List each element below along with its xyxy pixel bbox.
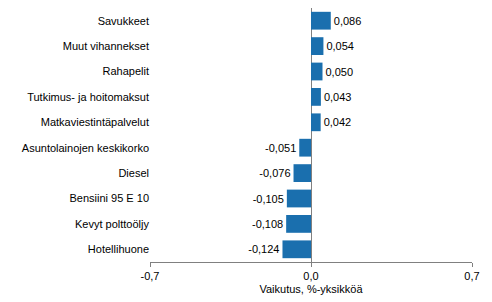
svg-text:0,086: 0,086 bbox=[334, 15, 362, 27]
svg-text:Kevyt polttoöljy: Kevyt polttoöljy bbox=[75, 218, 149, 230]
svg-text:-0,076: -0,076 bbox=[259, 167, 290, 179]
svg-text:0,054: 0,054 bbox=[326, 40, 354, 52]
svg-text:-0,105: -0,105 bbox=[253, 193, 284, 205]
svg-text:0,042: 0,042 bbox=[324, 116, 352, 128]
svg-text:Savukkeet: Savukkeet bbox=[98, 15, 149, 27]
svg-text:0,050: 0,050 bbox=[326, 66, 354, 78]
svg-text:Rahapelit: Rahapelit bbox=[103, 65, 149, 77]
svg-text:-0,124: -0,124 bbox=[248, 243, 279, 255]
svg-text:Asuntolainojen keskikorko: Asuntolainojen keskikorko bbox=[22, 142, 149, 154]
svg-text:-0,7: -0,7 bbox=[141, 270, 160, 282]
svg-text:0,7: 0,7 bbox=[464, 270, 479, 282]
svg-text:Tutkimus- ja hoitomaksut: Tutkimus- ja hoitomaksut bbox=[27, 91, 149, 103]
svg-text:Diesel: Diesel bbox=[118, 167, 149, 179]
svg-text:Muut vihannekset: Muut vihannekset bbox=[63, 40, 149, 52]
svg-text:Matkaviestintäpalvelut: Matkaviestintäpalvelut bbox=[41, 116, 149, 128]
svg-text:-0,108: -0,108 bbox=[252, 218, 283, 230]
svg-text:Vaikutus, %-yksikköä: Vaikutus, %-yksikköä bbox=[259, 283, 363, 295]
svg-text:-0,051: -0,051 bbox=[265, 142, 296, 154]
svg-text:Hotellihuone: Hotellihuone bbox=[88, 243, 149, 255]
svg-text:Bensiini 95 E 10: Bensiini 95 E 10 bbox=[70, 192, 150, 204]
svg-text:0,043: 0,043 bbox=[324, 91, 352, 103]
svg-text:0,0: 0,0 bbox=[303, 270, 318, 282]
